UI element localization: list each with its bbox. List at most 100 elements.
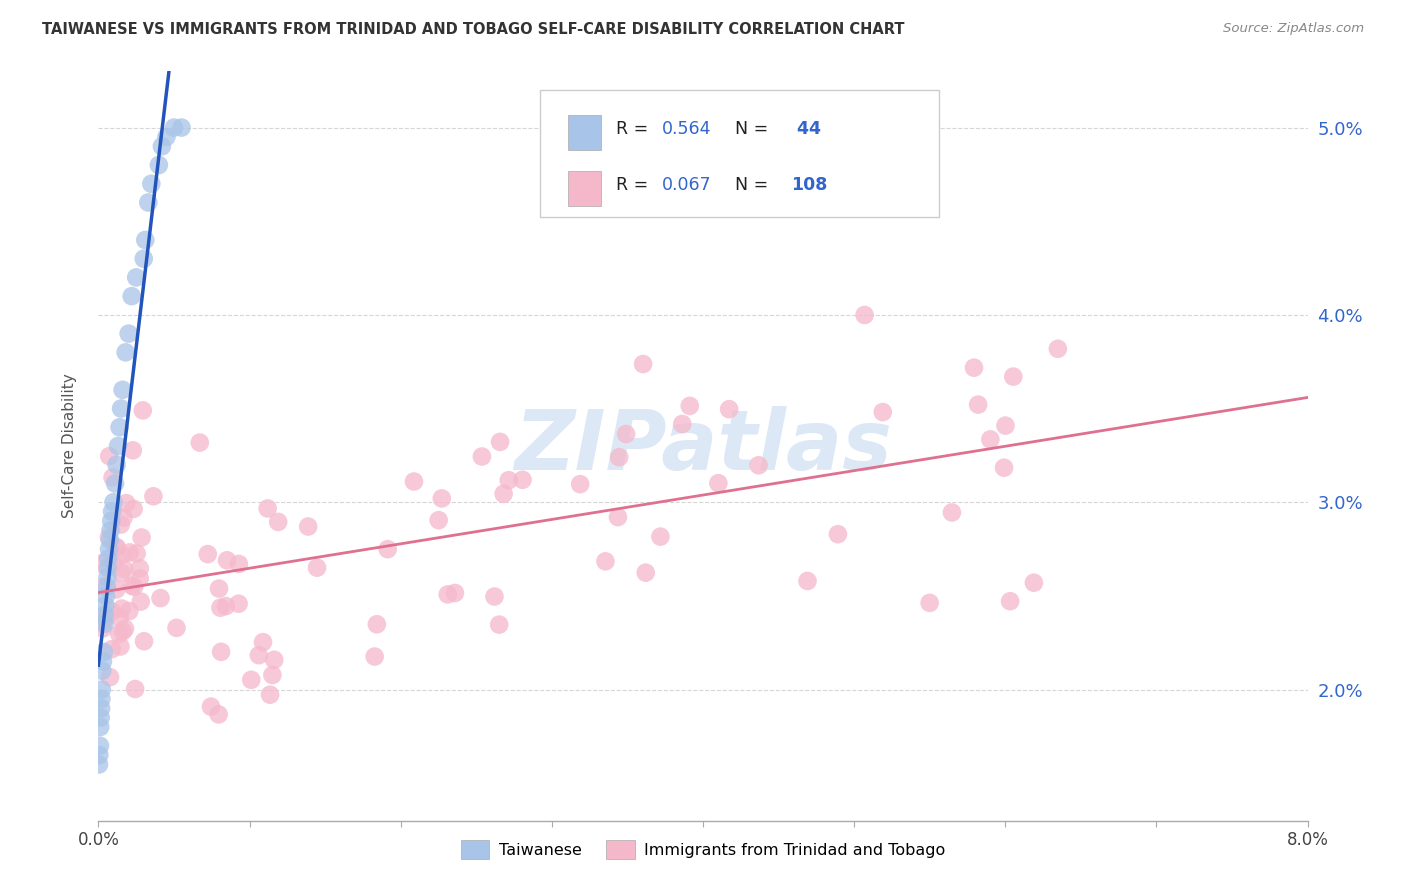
Point xyxy=(471,450,494,464)
Point xyxy=(98,449,121,463)
Point xyxy=(132,252,155,266)
Text: N =: N = xyxy=(724,177,773,194)
Point xyxy=(94,589,117,603)
Point xyxy=(671,417,693,431)
Point xyxy=(141,177,163,191)
Point xyxy=(96,580,118,594)
Point xyxy=(118,604,141,618)
Point xyxy=(104,540,127,554)
Point xyxy=(108,420,131,434)
Point xyxy=(149,591,172,605)
Point xyxy=(247,648,270,663)
Point xyxy=(427,513,450,527)
Point xyxy=(89,747,111,762)
Point xyxy=(124,681,146,696)
Point xyxy=(208,707,231,722)
Point xyxy=(155,130,177,145)
Point xyxy=(993,460,1015,475)
Point xyxy=(998,594,1021,608)
Point xyxy=(110,566,132,581)
Point xyxy=(90,557,112,571)
Point xyxy=(209,600,232,615)
Point xyxy=(307,560,329,574)
Point xyxy=(679,399,702,413)
Point xyxy=(170,120,193,135)
Point xyxy=(1046,342,1069,356)
Point xyxy=(104,476,127,491)
Point xyxy=(129,594,152,608)
Point xyxy=(614,427,637,442)
Text: TAIWANESE VS IMMIGRANTS FROM TRINIDAD AND TOBAGO SELF-CARE DISABILITY CORRELATIO: TAIWANESE VS IMMIGRANTS FROM TRINIDAD AN… xyxy=(42,22,904,37)
Point xyxy=(134,233,156,247)
Point xyxy=(100,642,122,657)
Point xyxy=(142,489,165,503)
Point xyxy=(1002,369,1025,384)
Point xyxy=(110,640,132,654)
Point xyxy=(484,590,506,604)
Point xyxy=(209,645,232,659)
Point xyxy=(200,699,222,714)
Point xyxy=(121,443,143,458)
Point xyxy=(994,418,1017,433)
Point xyxy=(650,530,672,544)
Point xyxy=(112,562,135,576)
Point xyxy=(94,598,117,612)
Point xyxy=(498,473,520,487)
Point xyxy=(94,607,117,622)
Point xyxy=(111,383,134,397)
Point xyxy=(111,624,134,639)
Point xyxy=(100,514,122,528)
Point xyxy=(132,403,155,417)
Point xyxy=(101,605,124,619)
Point xyxy=(718,402,741,417)
Point xyxy=(228,597,250,611)
Point xyxy=(297,519,319,533)
Y-axis label: Self-Care Disability: Self-Care Disability xyxy=(62,374,77,518)
Text: 0.067: 0.067 xyxy=(662,177,711,194)
FancyBboxPatch shape xyxy=(540,90,939,218)
Text: N =: N = xyxy=(724,120,773,138)
Point xyxy=(105,541,128,555)
Point xyxy=(97,551,120,566)
Point xyxy=(436,587,458,601)
Point xyxy=(188,435,211,450)
Point xyxy=(97,530,120,544)
Point xyxy=(136,195,159,210)
Point xyxy=(131,531,153,545)
Point xyxy=(89,739,111,753)
Point xyxy=(967,398,990,412)
Point xyxy=(105,458,128,472)
Point xyxy=(796,574,818,588)
Point xyxy=(215,599,238,613)
Point xyxy=(111,548,134,562)
Point xyxy=(853,308,876,322)
Point xyxy=(256,501,278,516)
Point xyxy=(128,561,150,575)
Point xyxy=(263,653,285,667)
Text: 44: 44 xyxy=(792,120,821,138)
Point xyxy=(963,360,986,375)
Point xyxy=(93,645,115,659)
Point xyxy=(488,617,510,632)
Point xyxy=(918,596,941,610)
Point xyxy=(125,547,148,561)
Point xyxy=(492,487,515,501)
Point xyxy=(90,701,112,715)
Point xyxy=(91,580,114,594)
Point xyxy=(108,627,131,641)
Point xyxy=(97,561,120,575)
Point xyxy=(1022,575,1045,590)
Text: Source: ZipAtlas.com: Source: ZipAtlas.com xyxy=(1223,22,1364,36)
Point xyxy=(607,450,630,465)
FancyBboxPatch shape xyxy=(568,115,602,150)
Point xyxy=(259,688,281,702)
Point xyxy=(115,496,138,510)
Point xyxy=(707,476,730,491)
Point xyxy=(98,533,121,547)
Point xyxy=(91,614,114,628)
Point xyxy=(228,557,250,571)
Point xyxy=(105,582,128,597)
Point xyxy=(262,668,284,682)
Point xyxy=(118,545,141,559)
Point xyxy=(91,622,114,636)
